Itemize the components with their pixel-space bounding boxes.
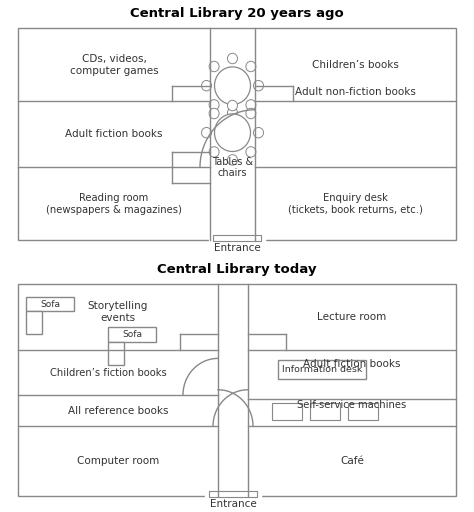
Circle shape (228, 155, 237, 165)
Bar (310, 403, 340, 420)
Bar (108, 342, 124, 365)
Bar (26, 297, 74, 311)
Circle shape (246, 100, 256, 110)
Bar (209, 491, 257, 497)
Bar (26, 311, 42, 334)
Bar (18, 28, 456, 240)
Circle shape (201, 80, 211, 91)
Text: Reading room
(newspapers & magazines): Reading room (newspapers & magazines) (46, 193, 182, 215)
Bar (213, 235, 261, 241)
Circle shape (246, 146, 256, 157)
Text: Lecture room: Lecture room (318, 312, 387, 322)
Circle shape (254, 80, 264, 91)
Text: Entrance: Entrance (210, 500, 256, 509)
Text: Children’s books: Children’s books (312, 60, 399, 70)
Bar (278, 360, 366, 379)
Circle shape (254, 127, 264, 138)
Bar (272, 403, 302, 420)
Circle shape (228, 108, 237, 118)
Text: All reference books: All reference books (68, 406, 168, 416)
Circle shape (215, 114, 250, 152)
Circle shape (209, 108, 219, 119)
Circle shape (201, 127, 211, 138)
Circle shape (209, 61, 219, 72)
Text: Café: Café (340, 456, 364, 466)
Circle shape (246, 61, 256, 72)
Circle shape (215, 67, 250, 104)
Text: Enquiry desk
(tickets, book returns, etc.): Enquiry desk (tickets, book returns, etc… (288, 193, 423, 215)
Text: Adult fiction books: Adult fiction books (303, 359, 401, 369)
Circle shape (209, 100, 219, 110)
Text: Central Library today: Central Library today (157, 263, 317, 276)
Text: Information desk: Information desk (282, 366, 362, 374)
Bar (108, 327, 156, 342)
Text: Adult non-fiction books: Adult non-fiction books (295, 88, 416, 97)
Text: Sofa: Sofa (122, 330, 142, 339)
Text: Computer room: Computer room (77, 456, 159, 466)
Bar (348, 403, 378, 420)
Circle shape (228, 53, 237, 63)
Text: Storytelling
events: Storytelling events (88, 301, 148, 323)
Text: Entrance: Entrance (214, 244, 260, 253)
Text: Self-service machines: Self-service machines (297, 400, 407, 411)
Text: Adult fiction books: Adult fiction books (65, 129, 163, 139)
Text: Tables &
chairs: Tables & chairs (212, 157, 253, 178)
Circle shape (246, 108, 256, 119)
Circle shape (209, 146, 219, 157)
Text: Sofa: Sofa (40, 300, 60, 309)
Text: CDs, videos,
computer games: CDs, videos, computer games (70, 54, 158, 76)
Text: Central Library 20 years ago: Central Library 20 years ago (130, 7, 344, 20)
Circle shape (228, 100, 237, 111)
Bar (18, 284, 456, 496)
Text: Children’s fiction books: Children’s fiction books (50, 368, 166, 377)
